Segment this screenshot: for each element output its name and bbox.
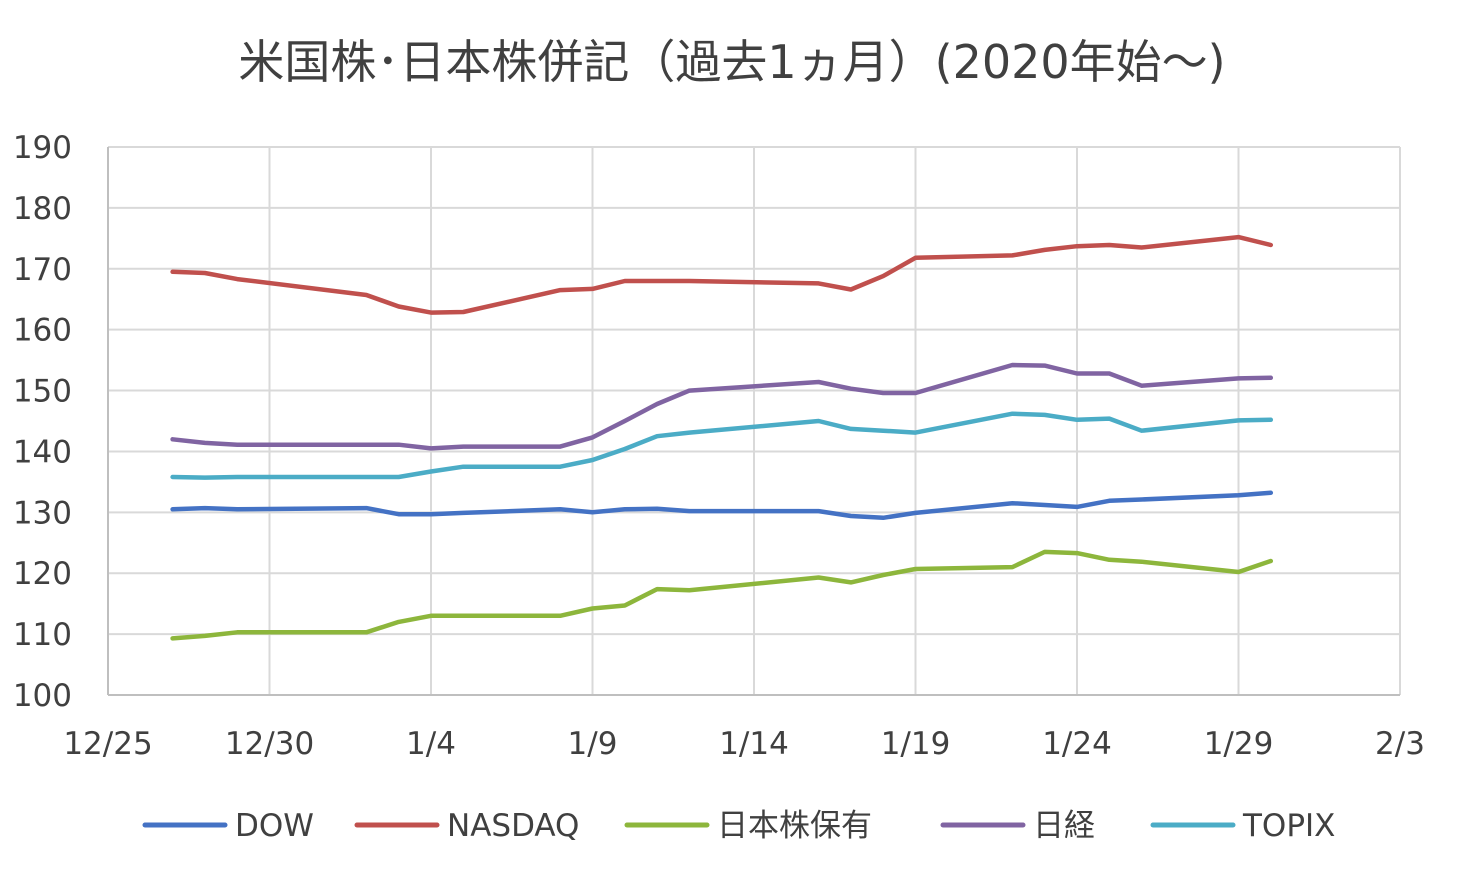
legend: DOW NASDAQ 日本株保有 日経 TOPIX — [142, 808, 1335, 844]
x-tick-label-4: 1/14 — [719, 726, 789, 762]
y-tick-label-100: 100 — [13, 678, 72, 714]
y-tick-label-170: 170 — [13, 252, 72, 288]
series-lines — [170, 234, 1274, 641]
y-tick-label-140: 140 — [13, 434, 72, 470]
x-tick-label-5: 1/19 — [881, 726, 951, 762]
x-tick-label-2: 1/4 — [406, 726, 456, 762]
series-line-0 — [170, 490, 1274, 521]
legend-label-0: DOW — [235, 808, 314, 844]
series-line-1 — [170, 234, 1274, 315]
x-axis-tick-labels: 12/25 12/30 1/4 1/9 1/14 1/19 1/24 1/29 2/3 — [63, 726, 1425, 762]
y-tick-label-190: 190 — [13, 130, 72, 166]
legend-label-1: NASDAQ — [447, 808, 579, 844]
x-tick-label-3: 1/9 — [568, 726, 618, 762]
x-tick-label-6: 1/24 — [1042, 726, 1112, 762]
y-tick-label-110: 110 — [13, 617, 72, 653]
series-line-4 — [170, 411, 1274, 480]
y-tick-label-180: 180 — [13, 191, 72, 227]
x-tick-label-1: 12/30 — [225, 726, 314, 762]
gridlines — [108, 146, 1401, 695]
chart-title: 米国株･日本株併記（過去1ヵ月）(2020年始～) — [238, 35, 1225, 89]
legend-label-4: TOPIX — [1242, 808, 1335, 844]
y-tick-label-150: 150 — [13, 374, 72, 410]
y-tick-label-160: 160 — [13, 313, 72, 349]
series-line-3 — [170, 362, 1274, 451]
x-tick-label-7: 1/29 — [1204, 726, 1274, 762]
legend-label-2: 日本株保有 — [717, 808, 872, 844]
x-tick-label-0: 12/25 — [63, 726, 152, 762]
y-tick-label-120: 120 — [13, 556, 72, 592]
y-axis-tick-labels: 100 110 120 130 140 150 160 170 180 190 — [13, 130, 72, 714]
axes — [107, 147, 1400, 696]
x-tick-label-8: 2/3 — [1375, 726, 1425, 762]
y-tick-label-130: 130 — [13, 495, 72, 531]
legend-label-3: 日経 — [1033, 808, 1095, 844]
series-line-2 — [170, 549, 1274, 641]
